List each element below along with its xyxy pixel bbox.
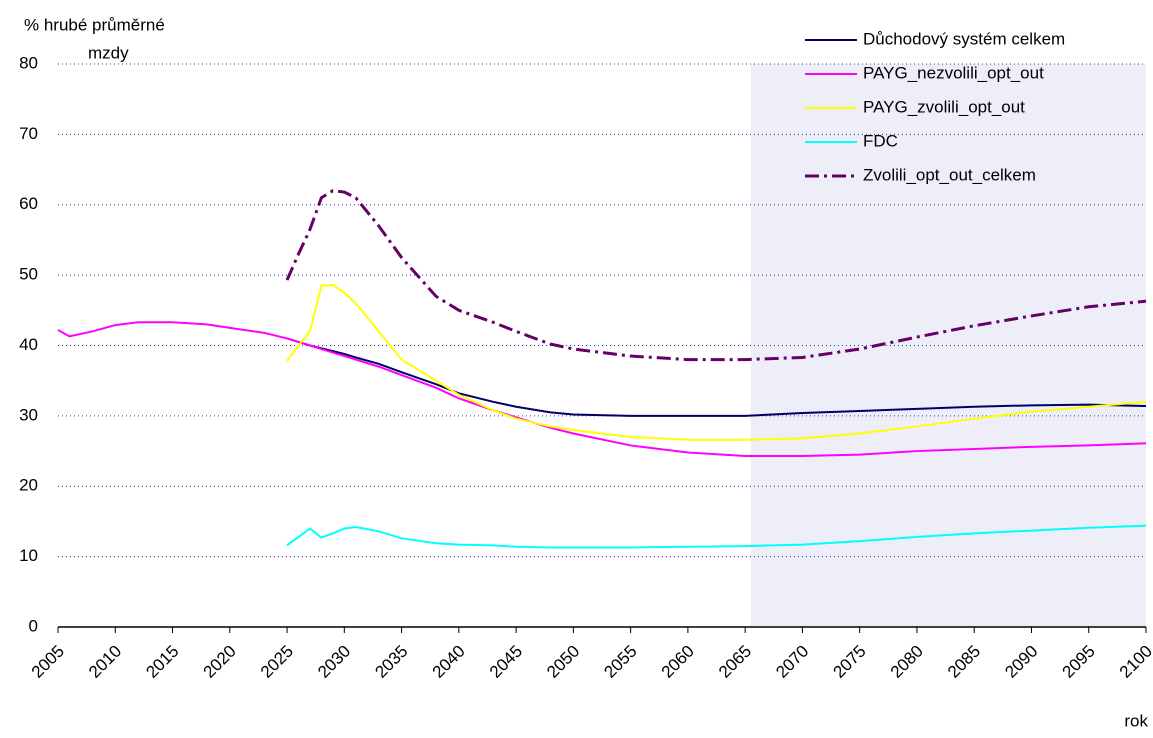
x-tick-label: 2085 (944, 642, 984, 682)
y-tick-label: 0 (29, 616, 38, 635)
x-tick-label: 2050 (543, 642, 583, 682)
series-line (285, 189, 1147, 362)
y-axis-label: mzdy (88, 43, 129, 62)
y-axis-label: % hrubé průměrné (24, 15, 165, 34)
y-tick-label: 30 (19, 405, 38, 424)
series-line (286, 283, 1147, 441)
x-axis-label: rok (1124, 711, 1148, 730)
shaded-region (750, 64, 1146, 627)
x-tick-label: 2080 (887, 642, 927, 682)
y-tick-label: 50 (19, 265, 38, 284)
x-tick-label: 2070 (772, 642, 812, 682)
y-tick-label: 20 (19, 476, 38, 495)
x-tick-label: 2010 (85, 642, 125, 682)
legend-label: PAYG_nezvolili_opt_out (863, 63, 1044, 82)
x-tick-label: 2095 (1059, 642, 1099, 682)
series-line (286, 524, 1147, 549)
x-tick-label: 2055 (600, 642, 640, 682)
legend-label: Zvolili_opt_out_celkem (863, 165, 1036, 184)
legend-label: Důchodový systém celkem (863, 29, 1065, 48)
x-tick-label: 2060 (658, 642, 698, 682)
x-tick-label: 2075 (830, 642, 870, 682)
legend-label: FDC (863, 131, 898, 150)
y-tick-label: 70 (19, 124, 38, 143)
x-tick-label: 2015 (142, 642, 182, 682)
x-tick-label: 2020 (200, 642, 240, 682)
x-tick-label: 2030 (314, 642, 354, 682)
y-tick-label: 80 (19, 53, 38, 72)
y-tick-label: 40 (19, 335, 38, 354)
series-line (286, 337, 1147, 417)
series-line (57, 321, 1147, 457)
x-tick-label: 2045 (486, 642, 526, 682)
x-tick-label: 2100 (1116, 642, 1153, 682)
x-tick-label: 2040 (429, 642, 469, 682)
y-tick-label: 10 (19, 546, 38, 565)
y-tick-label: 60 (19, 194, 38, 213)
x-tick-label: 2035 (371, 642, 411, 682)
legend-label: PAYG_zvolili_opt_out (863, 97, 1025, 116)
x-tick-label: 2005 (28, 642, 68, 682)
x-tick-label: 2025 (257, 642, 297, 682)
x-tick-label: 2065 (715, 642, 755, 682)
x-tick-label: 2090 (1001, 642, 1041, 682)
